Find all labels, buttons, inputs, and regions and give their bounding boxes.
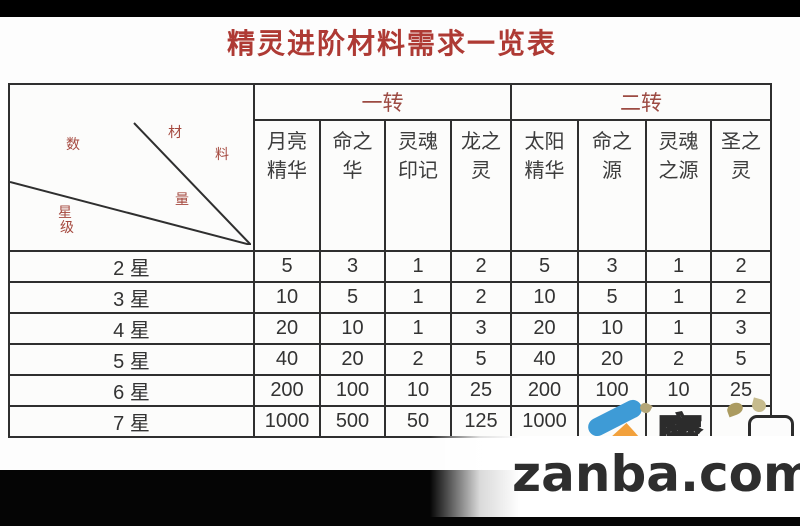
column-header-life-flower: 命之华 bbox=[319, 119, 386, 252]
cell-value: 5 bbox=[710, 343, 772, 376]
cell-value: 10 bbox=[645, 374, 712, 407]
cell-value: 1000 bbox=[253, 405, 321, 438]
cell-value: 500 bbox=[319, 405, 386, 438]
row-label: 3 星 bbox=[8, 281, 255, 314]
corner-label-liang: 量 bbox=[175, 191, 189, 207]
cell-value: 100 bbox=[319, 374, 386, 407]
cell-value: 2 bbox=[450, 250, 512, 283]
column-header-dragon-spirit: 龙之灵 bbox=[450, 119, 512, 252]
cell-value: 40 bbox=[510, 343, 579, 376]
table-row-2star: 2 星 5 3 1 2 5 3 1 2 bbox=[8, 250, 772, 283]
cell-value: 10 bbox=[319, 312, 386, 345]
column-header-soul-source: 灵魂 之源 bbox=[645, 119, 712, 252]
cell-value: 1 bbox=[645, 281, 712, 314]
corner-label-liao: 料 bbox=[215, 146, 229, 162]
row-label: 6 星 bbox=[8, 374, 255, 407]
cell-value: 5 bbox=[319, 281, 386, 314]
cell-value: 200 bbox=[510, 374, 579, 407]
cell-value: 1 bbox=[645, 312, 712, 345]
cell-value: 1 bbox=[384, 250, 452, 283]
table-row-4star: 4 星 20 10 1 3 20 10 1 3 bbox=[8, 312, 772, 345]
group-header-second-transfer: 二转 bbox=[510, 83, 772, 121]
table-row-5star: 5 星 40 20 2 5 40 20 2 5 bbox=[8, 343, 772, 376]
row-label: 2 星 bbox=[8, 250, 255, 283]
row-label: 5 星 bbox=[8, 343, 255, 376]
cell-value: 10 bbox=[253, 281, 321, 314]
cell-value: 2 bbox=[450, 281, 512, 314]
row-label: 7 星 bbox=[8, 405, 255, 438]
cell-value: 1 bbox=[645, 250, 712, 283]
cell-value: 3 bbox=[577, 250, 647, 283]
cell-value: 3 bbox=[710, 312, 772, 345]
cell-value: 40 bbox=[253, 343, 321, 376]
cell-value: 20 bbox=[510, 312, 579, 345]
cell-value: 200 bbox=[253, 374, 321, 407]
cell-value: 5 bbox=[450, 343, 512, 376]
diagonal-lines bbox=[10, 122, 251, 245]
cell-value: 2 bbox=[710, 250, 772, 283]
cell-value: 2 bbox=[384, 343, 452, 376]
cell-value: 10 bbox=[384, 374, 452, 407]
cell-value: 1 bbox=[384, 312, 452, 345]
page-title: 精灵进阶材料需求一览表 bbox=[226, 28, 557, 59]
corner-label-ji: 级 bbox=[60, 219, 74, 235]
cell-value: 10 bbox=[510, 281, 579, 314]
cell-value: 5 bbox=[253, 250, 321, 283]
cell-value: 3 bbox=[319, 250, 386, 283]
corner-label-cai: 材 bbox=[168, 124, 182, 140]
corner-label-xing: 星 bbox=[58, 204, 72, 220]
column-header-soul-mark: 灵魂 印记 bbox=[384, 119, 452, 252]
logo-characters-text: 魔方 bbox=[656, 411, 706, 437]
cell-value: 2 bbox=[710, 281, 772, 314]
cell-value: 50 bbox=[384, 405, 452, 438]
cell-value: 125 bbox=[450, 405, 512, 438]
row-label: 4 星 bbox=[8, 312, 255, 345]
column-header-moon-essence: 月亮 精华 bbox=[253, 119, 321, 252]
diagonal-header-cell: 数 材 料 量 星 级 bbox=[8, 83, 255, 252]
corner-label-shu: 数 bbox=[66, 136, 80, 152]
cell-value: 5 bbox=[510, 250, 579, 283]
watermark-site-text: zanba.com bbox=[512, 445, 800, 503]
cell-value: 20 bbox=[253, 312, 321, 345]
cell-value: 5 bbox=[577, 281, 647, 314]
cell-value bbox=[645, 405, 712, 438]
cell-value: 2 bbox=[645, 343, 712, 376]
column-header-holy-spirit: 圣之灵 bbox=[710, 119, 772, 252]
cell-value: 25 bbox=[450, 374, 512, 407]
column-header-life-source: 命之源 bbox=[577, 119, 647, 252]
cell-value: 10 bbox=[577, 312, 647, 345]
cell-value: 1 bbox=[384, 281, 452, 314]
material-requirements-table: 数 材 料 量 星 级 一转 二转 月亮 精华 命之华 灵魂 印记 龙之灵 太阳 精华… bbox=[8, 83, 772, 438]
table-row-6star: 6 星 200 100 10 25 200 100 10 25 bbox=[8, 374, 772, 407]
logo-outline-characters: 魔方 bbox=[656, 411, 750, 437]
cell-value: 20 bbox=[577, 343, 647, 376]
top-black-bar bbox=[0, 0, 800, 17]
cell-value: 3 bbox=[450, 312, 512, 345]
cell-value: 1000 bbox=[510, 405, 579, 438]
cell-value: 20 bbox=[319, 343, 386, 376]
group-header-first-transfer: 一转 bbox=[253, 83, 512, 121]
table-row-3star: 3 星 10 5 1 2 10 5 1 2 bbox=[8, 281, 772, 314]
watermark-band: zanba.com bbox=[430, 436, 800, 517]
column-header-sun-essence: 太阳 精华 bbox=[510, 119, 579, 252]
